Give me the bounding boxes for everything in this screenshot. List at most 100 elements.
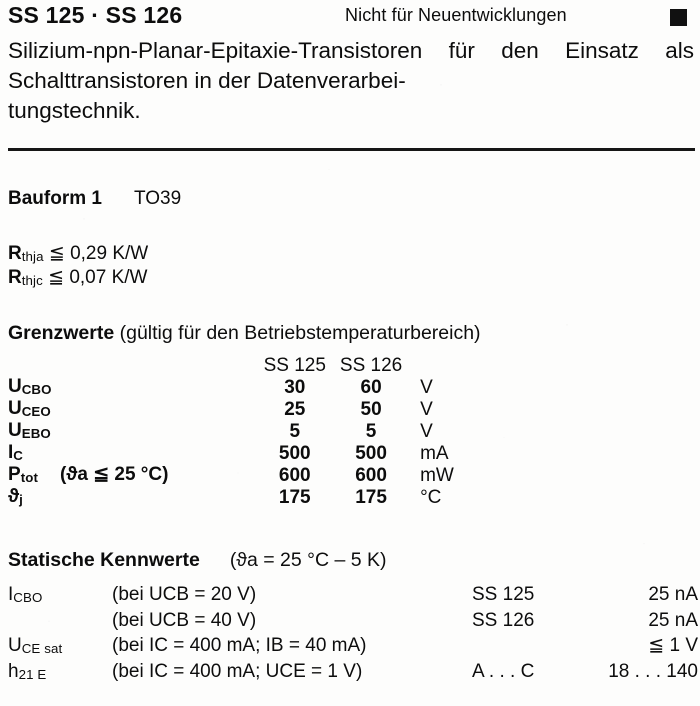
limits-table: SS 125 SS 126 UCBO 30 60 V UCEO 25 50 V … xyxy=(8,355,478,508)
table-row: ϑj 175 175 °C xyxy=(8,486,478,508)
thermal-value: 0,29 xyxy=(70,243,108,264)
statics-value: ≦ 1 V xyxy=(648,635,698,656)
limits-unit: mA xyxy=(420,442,449,464)
thermal-resistance-block: Rthja ≦ 0,29 K/W Rthjc ≦ 0,07 K/W xyxy=(8,242,148,290)
static-characteristics-table: ICBO (bei UCB = 20 V) SS 125 25 nA (bei … xyxy=(8,582,698,685)
statics-symbol: h21 E xyxy=(8,659,112,685)
symbol-base: U xyxy=(8,376,22,397)
thermal-row: Rthja ≦ 0,29 K/W xyxy=(8,242,148,266)
statics-symbol: ICBO xyxy=(8,582,112,608)
limits-value-ss125: 600 xyxy=(278,464,311,486)
limits-value-ss126: 60 xyxy=(360,376,382,398)
statics-title-bold: Statische Kennwerte xyxy=(8,549,200,571)
limits-unit: mW xyxy=(420,464,454,486)
statics-group: SS 125 xyxy=(472,584,535,605)
thermal-subscript: thjc xyxy=(21,273,43,289)
limits-value-ss126: 5 xyxy=(365,420,377,442)
thermal-relation: ≦ xyxy=(48,243,65,264)
statics-symbol xyxy=(8,608,112,633)
symbol-subscript: 21 E xyxy=(18,667,47,683)
limits-unit: °C xyxy=(420,486,442,508)
limits-section-title: Grenzwerte (gültig für den Betriebstempe… xyxy=(8,322,481,345)
table-row: h21 E (bei IC = 400 mA; UCE = 1 V) A . .… xyxy=(8,659,698,685)
package-label: Bauform 1 xyxy=(8,188,102,209)
description-line-1: Silizium-npn-Planar-Epitaxie-Transistore… xyxy=(8,38,539,63)
symbol-base: I xyxy=(8,584,14,605)
symbol-base: U xyxy=(8,398,22,419)
limits-value-ss125: 5 xyxy=(289,420,301,442)
symbol-subscript: CEO xyxy=(21,404,51,420)
statics-condition: (bei UCB = 20 V) xyxy=(112,584,257,605)
table-row: UEBO 5 5 V xyxy=(8,420,478,442)
thermal-row: Rthjc ≦ 0,07 K/W xyxy=(8,266,148,290)
limits-symbol: UCBO xyxy=(8,376,255,398)
limits-header-ss126: SS 126 xyxy=(339,355,403,376)
symbol-base: U xyxy=(8,635,22,656)
symbol-base: h xyxy=(8,661,19,682)
limits-value-ss126: 175 xyxy=(355,486,387,508)
limits-header-ss125: SS 125 xyxy=(263,355,326,376)
limits-unit: V xyxy=(420,376,433,398)
description-line-3: tungstechnik. xyxy=(8,98,141,123)
thermal-relation: ≦ xyxy=(48,267,65,288)
horizontal-divider xyxy=(8,148,695,151)
symbol-base: I xyxy=(8,442,14,463)
symbol-subscript: j xyxy=(19,492,23,508)
symbol-subscript: C xyxy=(13,448,23,464)
statics-value: 25 nA xyxy=(648,610,698,631)
statics-condition: (bei IC = 400 mA; UCE = 1 V) xyxy=(112,661,363,682)
thermal-symbol: R xyxy=(8,243,22,264)
limits-value-ss125: 500 xyxy=(278,442,311,464)
limits-unit: V xyxy=(420,420,433,442)
symbol-base: U xyxy=(8,420,22,441)
statics-title-condition: (ϑa = 25 °C – 5 K) xyxy=(229,549,387,571)
page-title: SS 125 · SS 126 xyxy=(8,2,183,28)
description-line-2: Einsatz als Schalttransistoren in der Da… xyxy=(8,38,694,93)
limits-condition: (ϑa ≦ 25 °C) xyxy=(59,464,169,485)
package-value: TO39 xyxy=(133,188,182,209)
thermal-subscript: thja xyxy=(21,249,44,265)
limits-value-ss126: 600 xyxy=(355,464,387,486)
limits-symbol: ϑj xyxy=(8,486,255,508)
limits-symbol: Ptot (ϑa ≦ 25 °C) xyxy=(8,464,255,486)
thermal-unit: K/W xyxy=(111,267,148,288)
statics-value: 18 . . . 140 xyxy=(608,661,698,682)
limits-symbol: UCEO xyxy=(8,398,255,420)
statics-condition: (bei IC = 400 mA; IB = 40 mA) xyxy=(112,635,367,656)
statics-symbol: UCE sat xyxy=(8,633,112,659)
product-description: Silizium-npn-Planar-Epitaxie-Transistore… xyxy=(8,36,694,126)
limits-value-ss125: 25 xyxy=(284,398,306,420)
limits-value-ss126: 500 xyxy=(355,442,387,464)
thermal-symbol: R xyxy=(8,267,22,288)
symbol-base: ϑ xyxy=(8,486,20,507)
statics-group: SS 126 xyxy=(472,610,535,631)
limits-value-ss125: 175 xyxy=(278,486,311,508)
table-row: Ptot (ϑa ≦ 25 °C) 600 600 mW xyxy=(8,464,478,486)
statics-condition: (bei UCB = 40 V) xyxy=(112,610,257,631)
table-row: IC 500 500 mA xyxy=(8,442,478,464)
symbol-subscript: EBO xyxy=(21,426,51,442)
thermal-value: 0,07 xyxy=(69,267,107,288)
limits-header-unit xyxy=(408,355,478,376)
symbol-subscript: tot xyxy=(20,470,38,486)
table-row: UCE sat (bei IC = 400 mA; IB = 40 mA) ≦ … xyxy=(8,633,698,659)
statics-group xyxy=(472,633,592,659)
obsolescence-notice: Nicht für Neuentwicklungen xyxy=(345,5,567,25)
symbol-base: P xyxy=(8,464,21,485)
thermal-unit: K/W xyxy=(112,243,149,264)
statics-group: A . . . C xyxy=(472,661,535,682)
table-row: ICBO (bei UCB = 20 V) SS 125 25 nA xyxy=(8,582,698,608)
symbol-subscript: CBO xyxy=(21,382,52,398)
symbol-subscript: CE sat xyxy=(21,641,63,657)
limits-symbol: IC xyxy=(8,442,255,464)
limits-symbol: UEBO xyxy=(8,420,255,442)
limits-value-ss125: 30 xyxy=(284,376,306,398)
limits-unit: V xyxy=(420,398,433,420)
table-header-row: SS 125 SS 126 xyxy=(8,355,478,376)
table-row: UCBO 30 60 V xyxy=(8,376,478,398)
table-row: UCEO 25 50 V xyxy=(8,398,478,420)
limits-header-symbol xyxy=(8,355,255,376)
statics-value: 25 nA xyxy=(648,584,698,605)
limits-title-bold: Grenzwerte xyxy=(8,322,115,344)
